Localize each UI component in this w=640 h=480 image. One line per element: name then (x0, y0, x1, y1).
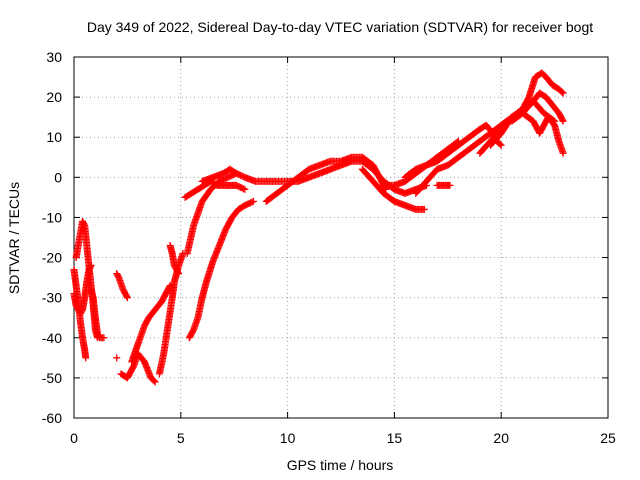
data-point-layer (70, 69, 567, 386)
data-point (231, 169, 239, 177)
data-point (151, 378, 159, 386)
x-tick-label: 0 (70, 430, 78, 446)
y-tick-label: 10 (46, 129, 62, 145)
data-point (559, 117, 567, 125)
data-point (420, 205, 428, 213)
data-point (446, 181, 454, 189)
x-tick-label: 5 (177, 430, 185, 446)
data-point (497, 141, 505, 149)
data-point (559, 89, 567, 97)
x-tick-label: 25 (600, 430, 616, 446)
x-axis-label: GPS time / hours (287, 457, 394, 473)
data-point (150, 377, 158, 385)
data-point (174, 268, 182, 276)
data-point (82, 354, 90, 362)
plot-frame (73, 56, 609, 419)
data-point (175, 270, 183, 278)
y-tick-label: -10 (42, 209, 62, 225)
y-tick-label: 20 (46, 89, 62, 105)
data-point (248, 198, 256, 206)
y-axis-label: SDTVAR / TECUs (6, 182, 22, 294)
y-tick-label: 0 (54, 169, 62, 185)
data-point (100, 334, 108, 342)
y-tick-label: -50 (42, 370, 62, 386)
x-tick-label: 20 (493, 430, 509, 446)
y-tick-label: -30 (42, 290, 62, 306)
tick-layer: 0 5 10 15 20 25 -60 -50 -40 -30 -20 -10 0 10 20 30 (42, 49, 616, 446)
y-tick-label: -20 (42, 250, 62, 266)
data-point (113, 354, 121, 362)
x-tick-label: 10 (280, 430, 296, 446)
data-point (123, 292, 131, 300)
data-point (123, 294, 131, 302)
y-tick-label: -60 (42, 410, 62, 426)
data-point (239, 185, 247, 193)
data-point (559, 149, 567, 157)
x-tick-label: 15 (387, 430, 403, 446)
data-point (558, 88, 566, 96)
y-tick-label: -40 (42, 330, 62, 346)
data-point (241, 185, 249, 193)
data-point (558, 116, 566, 124)
data-point (249, 197, 257, 205)
data-point (232, 169, 240, 177)
y-tick-label: 30 (46, 49, 62, 65)
data-point (496, 140, 504, 148)
chart-title: Day 349 of 2022, Sidereal Day-to-day VTE… (87, 19, 593, 35)
